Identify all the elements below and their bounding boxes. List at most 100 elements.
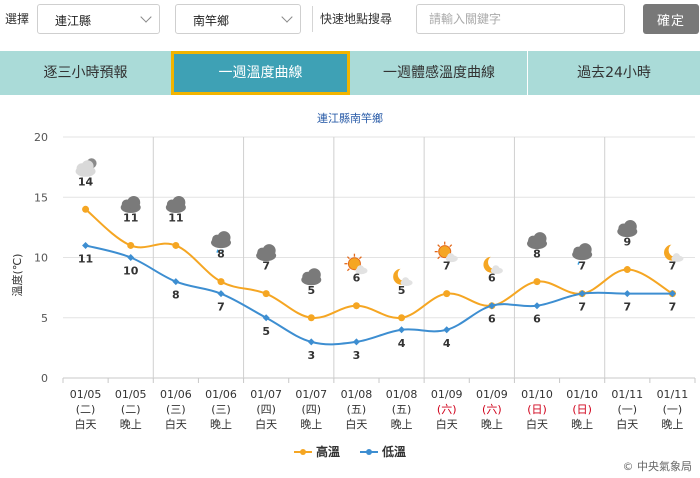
high-temp-point — [533, 278, 541, 286]
high-temp-label: 11 — [123, 211, 138, 224]
low-temp-label: 4 — [443, 337, 451, 350]
x-tick-weekday: (四) — [301, 403, 321, 416]
x-tick-weekday: (六) — [437, 403, 457, 416]
high-temp-label: 9 — [623, 236, 631, 249]
tab-3hour-forecast[interactable]: 逐三小時預報 — [0, 51, 171, 95]
township-select-value: 南竿鄉 — [193, 14, 230, 28]
county-select[interactable]: 連江縣 — [37, 4, 160, 34]
low-temp-label: 3 — [353, 349, 361, 362]
chevron-down-icon — [140, 11, 152, 23]
cloudy-icon — [75, 158, 97, 177]
low-temp-point — [307, 338, 315, 346]
high-temp-label: 8 — [533, 248, 541, 261]
x-tick-period: 晚上 — [481, 418, 503, 431]
tab-divider — [527, 51, 528, 95]
location-toolbar: 選擇 連江縣 南竿鄉 快速地點搜尋 確定 — [0, 0, 700, 40]
x-tick-date: 01/05 — [115, 388, 147, 401]
low-temp-point — [443, 326, 451, 334]
high-temp-label: 11 — [168, 211, 183, 224]
x-tick-date: 01/06 — [205, 388, 237, 401]
high-temp-label: 6 — [353, 272, 361, 285]
x-tick-period: 白天 — [526, 417, 548, 431]
cloudy-icon — [527, 232, 547, 250]
high-temp-label: 8 — [217, 248, 225, 261]
x-tick-date: 01/09 — [476, 388, 508, 401]
y-tick-label: 20 — [34, 131, 48, 144]
x-tick-period: 晚上 — [571, 418, 593, 431]
copyright-notice: © 中央氣象局 — [622, 460, 693, 473]
x-tick-period: 晚上 — [210, 418, 232, 431]
low-temp-point — [262, 314, 270, 322]
x-tick-period: 晚上 — [120, 418, 142, 431]
low-temp-point — [398, 326, 406, 334]
x-tick-period: 白天 — [436, 417, 458, 431]
high-temp-point — [352, 302, 360, 310]
x-tick-weekday: (二) — [76, 403, 96, 416]
confirm-button[interactable]: 確定 — [643, 4, 699, 34]
x-tick-period: 晚上 — [300, 418, 322, 431]
x-tick-weekday: (一) — [617, 403, 637, 416]
x-tick-weekday: (五) — [347, 403, 367, 416]
x-tick-date: 01/07 — [295, 388, 327, 401]
x-tick-weekday: (日) — [572, 403, 592, 416]
tab-past-24-hours[interactable]: 過去24小時 — [528, 51, 700, 95]
x-tick-date: 01/08 — [341, 388, 373, 401]
low-temp-point — [668, 290, 676, 298]
high-temp-label: 5 — [307, 284, 315, 297]
search-label: 快速地點搜尋 — [320, 12, 393, 26]
x-tick-period: 白天 — [345, 417, 367, 431]
low-temp-label: 7 — [623, 301, 631, 314]
low-temp-label: 4 — [398, 337, 406, 350]
township-select[interactable]: 南竿鄉 — [175, 4, 301, 34]
toolbar-divider — [312, 6, 313, 32]
cloudy-icon — [165, 195, 186, 213]
x-tick-weekday: (五) — [392, 403, 412, 416]
x-tick-date: 01/07 — [250, 388, 282, 401]
high-temp-label: 5 — [398, 284, 406, 297]
low-temp-label: 6 — [533, 313, 541, 326]
low-temp-point — [488, 302, 496, 310]
x-tick-period: 晚上 — [391, 418, 413, 431]
legend-high-label: 高溫 — [316, 444, 340, 459]
x-tick-period: 白天 — [75, 417, 97, 431]
legend-low-label: 低溫 — [381, 444, 406, 459]
x-tick-period: 白天 — [165, 417, 187, 431]
x-tick-weekday: (三) — [166, 403, 186, 416]
cloudy-icon — [256, 244, 277, 262]
low-temp-label: 8 — [172, 289, 180, 302]
high-temp-point — [127, 241, 135, 249]
low-temp-point — [82, 241, 90, 249]
x-tick-date: 01/10 — [566, 388, 598, 401]
low-temp-label: 5 — [262, 325, 270, 338]
chart-legend: 高溫 低溫 — [294, 444, 406, 459]
low-temp-point — [172, 278, 180, 286]
x-tick-date: 01/10 — [521, 388, 553, 401]
low-temp-point — [127, 254, 135, 261]
y-tick-label: 0 — [41, 372, 48, 385]
x-tick-date: 01/05 — [70, 388, 102, 401]
chevron-down-icon — [281, 11, 293, 23]
low-temp-label: 11 — [78, 252, 93, 265]
county-select-value: 連江縣 — [55, 14, 92, 28]
high-temp-label: 7 — [578, 260, 586, 273]
tab-week-temperature[interactable]: 一週溫度曲線 — [171, 51, 350, 95]
low-temp-point — [217, 290, 225, 298]
search-input[interactable] — [416, 4, 625, 34]
cloudy-icon — [301, 268, 322, 286]
high-temp-point — [398, 314, 406, 322]
high-temp-label: 14 — [78, 175, 94, 188]
legend-high-marker — [300, 449, 306, 455]
legend-low-marker — [366, 449, 372, 455]
tab-week-apparent-temperature[interactable]: 一週體感溫度曲線 — [350, 51, 528, 95]
high-temp-label: 6 — [488, 272, 496, 285]
low-temp-point — [578, 290, 586, 298]
high-temp-point — [82, 205, 90, 213]
forecast-tabs: 逐三小時預報 一週溫度曲線 一週體感溫度曲線 過去24小時 — [0, 51, 700, 95]
x-tick-date: 01/09 — [431, 388, 463, 401]
y-tick-label: 5 — [41, 312, 48, 325]
x-tick-date: 01/11 — [657, 388, 689, 401]
chart-title: 連江縣南竿鄉 — [317, 111, 383, 125]
cloudy-icon — [120, 195, 141, 213]
x-tick-weekday: (四) — [256, 403, 276, 416]
cloudy-icon — [617, 220, 638, 238]
